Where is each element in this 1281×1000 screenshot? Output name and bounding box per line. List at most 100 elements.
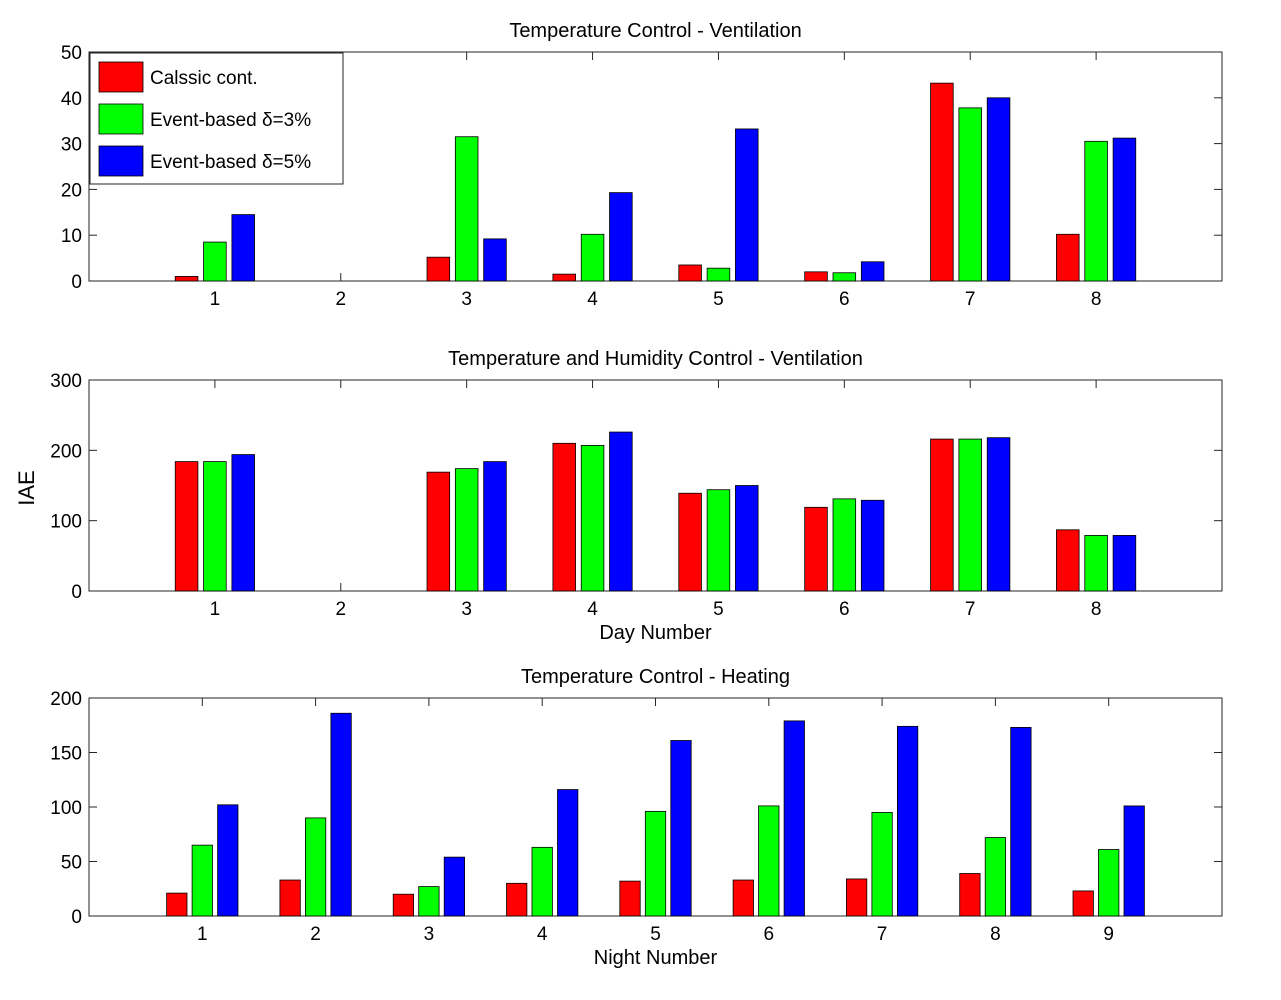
y-tick-label: 100 (50, 512, 82, 533)
y-tick-label: 150 (50, 744, 82, 765)
x-tick-label: 8 (990, 924, 1001, 945)
bar-event5-7 (986, 437, 1011, 592)
bar-event5-8 (1010, 727, 1032, 917)
bar-event5-4 (557, 789, 579, 917)
y-tick-label: 300 (50, 371, 82, 392)
bar-classic-3 (426, 256, 451, 282)
bar-classic-2 (279, 879, 301, 917)
bar-classic-8 (959, 873, 981, 917)
bar-classic-4 (552, 273, 576, 282)
bar-classic-1 (174, 276, 199, 282)
y-tick-label: 20 (61, 180, 82, 201)
legend-swatch (98, 145, 144, 177)
y-tick-label: 10 (61, 226, 82, 247)
y-tick-label: 0 (71, 272, 82, 293)
bar-classic-6 (804, 506, 828, 592)
bar-event3-1 (203, 241, 227, 282)
bar-event5-6 (783, 720, 805, 917)
legend-label: Calssic cont. (150, 68, 258, 89)
x-tick-label: 9 (1103, 924, 1114, 945)
x-tick-label: 3 (461, 289, 472, 310)
bar-event3-4 (531, 846, 553, 917)
bar-event3-4 (580, 233, 605, 282)
y-tick-label: 200 (50, 689, 82, 710)
bar-event3-1 (203, 461, 227, 592)
bar-event3-3 (418, 886, 440, 917)
bar-event5-4 (609, 431, 633, 592)
x-tick-label: 3 (424, 924, 435, 945)
bar-event3-1 (191, 844, 213, 917)
bar-classic-1 (166, 892, 188, 917)
x-tick-label: 5 (713, 289, 724, 310)
bar-classic-8 (1056, 529, 1080, 592)
x-axis-label: Night Number (594, 947, 718, 969)
axes-box (88, 379, 1223, 592)
bar-event5-5 (735, 128, 759, 282)
chart-title: Temperature and Humidity Control - Venti… (448, 348, 863, 370)
legend-swatch (98, 103, 144, 135)
bar-classic-6 (804, 271, 828, 282)
bar-event5-3 (443, 856, 465, 917)
bar-classic-4 (506, 882, 528, 917)
bar-classic-1 (174, 461, 199, 592)
x-tick-label: 4 (537, 924, 548, 945)
x-tick-label: 1 (210, 599, 221, 620)
legend-label: Event-based δ=5% (150, 152, 311, 173)
bar-event5-3 (483, 238, 507, 282)
bar-event3-9 (1098, 849, 1120, 917)
bar-classic-5 (678, 264, 702, 282)
legend-swatch (98, 61, 144, 93)
x-tick-label: 8 (1091, 599, 1102, 620)
bar-event5-7 (896, 725, 919, 917)
bar-classic-7 (930, 82, 954, 282)
y-tick-label: 50 (61, 43, 82, 64)
x-tick-label: 6 (839, 289, 850, 310)
subplot-temperature-humidity-ventilation: Temperature and Humidity Control - Venti… (50, 348, 1223, 644)
y-tick-label: 50 (61, 853, 82, 874)
bar-event3-5 (706, 489, 731, 592)
bar-event3-5 (644, 810, 667, 917)
x-tick-label: 2 (310, 924, 321, 945)
y-tick-label: 200 (50, 441, 82, 462)
bar-event5-2 (330, 712, 352, 917)
x-tick-label: 5 (650, 924, 661, 945)
bar-event3-7 (958, 107, 982, 282)
x-tick-label: 4 (587, 289, 598, 310)
x-tick-label: 3 (461, 599, 472, 620)
y-tick-label: 30 (61, 135, 82, 156)
bar-event5-6 (860, 261, 885, 282)
bar-classic-6 (732, 879, 754, 917)
bar-event5-5 (670, 740, 692, 917)
bar-event3-4 (580, 445, 605, 592)
bar-event5-1 (231, 454, 255, 592)
bar-event5-4 (609, 192, 633, 282)
x-tick-label: 7 (965, 289, 976, 310)
chart-title: Temperature Control - Heating (521, 666, 790, 688)
x-axis-label: Day Number (599, 622, 712, 644)
shared-y-axis-label: IAE (14, 470, 39, 505)
chart-title: Temperature Control - Ventilation (509, 20, 801, 42)
bar-event3-3 (454, 136, 479, 282)
bar-event3-3 (454, 468, 479, 592)
x-tick-label: 7 (965, 599, 976, 620)
x-tick-label: 2 (335, 289, 346, 310)
bar-event5-3 (483, 461, 507, 592)
bar-classic-9 (1072, 890, 1094, 917)
bar-event3-6 (832, 498, 857, 592)
bar-classic-3 (426, 471, 451, 592)
bar-classic-5 (678, 492, 702, 592)
bar-event5-7 (986, 97, 1011, 282)
x-tick-label: 2 (335, 599, 346, 620)
x-tick-label: 5 (713, 599, 724, 620)
bar-classic-7 (930, 438, 954, 592)
bar-event5-1 (231, 214, 255, 282)
bar-event5-6 (860, 499, 885, 592)
bar-event5-8 (1112, 137, 1137, 282)
bar-classic-5 (619, 880, 641, 917)
bar-classic-4 (552, 442, 576, 592)
x-tick-label: 4 (587, 599, 598, 620)
bar-event3-2 (305, 817, 327, 917)
x-tick-label: 6 (839, 599, 850, 620)
y-tick-label: 0 (71, 582, 82, 603)
x-tick-label: 1 (210, 289, 221, 310)
